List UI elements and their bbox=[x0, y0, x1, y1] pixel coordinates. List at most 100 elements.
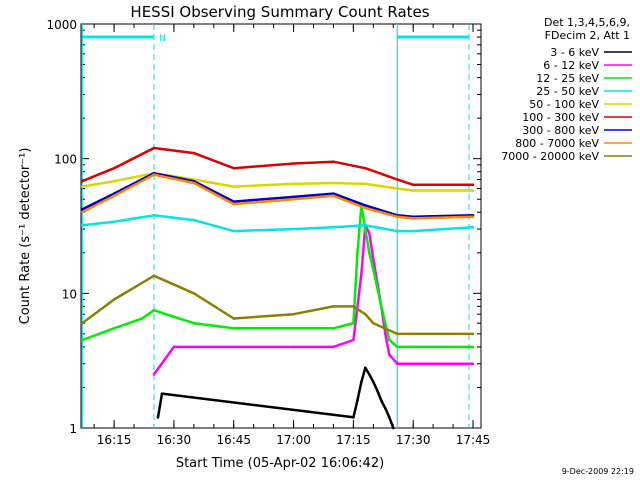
data-point-12-25-kev bbox=[352, 321, 355, 325]
data-point-12-25-kev bbox=[140, 317, 144, 320]
data-point-800-7000-kev bbox=[332, 194, 335, 198]
data-point-12-25-kev bbox=[364, 227, 367, 231]
plot-frame bbox=[80, 23, 482, 429]
series-line-6-12-kev bbox=[152, 224, 473, 376]
data-point-7000-20000-kev bbox=[395, 332, 399, 336]
data-point-25-50-kev bbox=[411, 229, 415, 233]
data-point-7000-20000-kev bbox=[372, 321, 375, 325]
data-point-25-50-kev bbox=[292, 227, 295, 231]
legend-label: 3 - 6 keV bbox=[550, 46, 599, 59]
series-line-3-6-kev bbox=[156, 366, 395, 429]
data-point-25-50-kev bbox=[232, 229, 236, 233]
x-tick-label: 16:45 bbox=[216, 433, 251, 447]
y-tick-label: 100 bbox=[54, 153, 77, 167]
legend-label: 12 - 25 keV bbox=[536, 72, 599, 85]
footer-timestamp: 9-Dec-2009 22:19 bbox=[562, 467, 634, 476]
data-point-3-6-kev bbox=[383, 407, 387, 410]
data-point-7000-20000-kev bbox=[152, 274, 156, 278]
data-point-100-300-kev bbox=[292, 162, 295, 165]
chart-title: HESSI Observing Summary Count Rates bbox=[130, 3, 429, 21]
data-point-25-50-kev bbox=[112, 220, 116, 224]
data-point-12-25-kev bbox=[395, 345, 399, 349]
legend-label: 25 - 50 keV bbox=[536, 85, 599, 98]
legend-header-line-1: Det 1,3,4,5,6,9, bbox=[544, 16, 630, 29]
data-point-100-300-kev bbox=[232, 166, 236, 170]
data-point-300-800-kev bbox=[364, 204, 367, 207]
data-point-100-300-kev bbox=[112, 166, 116, 170]
legend-label: 100 - 300 keV bbox=[522, 111, 599, 124]
y-tick-label: 1000 bbox=[46, 18, 77, 32]
data-point-100-300-kev bbox=[411, 183, 415, 187]
data-point-6-12-kev bbox=[232, 345, 236, 349]
data-point-12-25-kev bbox=[387, 338, 391, 342]
data-point-800-7000-kev bbox=[192, 181, 196, 185]
data-point-800-7000-kev bbox=[395, 215, 399, 219]
data-point-50-100-kev bbox=[395, 187, 399, 190]
data-point-100-300-kev bbox=[395, 178, 399, 181]
data-point-50-100-kev bbox=[112, 179, 116, 183]
data-point-50-100-kev bbox=[332, 181, 335, 185]
data-point-800-7000-kev bbox=[411, 217, 415, 220]
data-point-12-25-kev bbox=[80, 338, 84, 342]
data-point-100-300-kev bbox=[332, 160, 335, 163]
x-tick-label: 17:00 bbox=[276, 433, 311, 447]
series-line-12-25-kev bbox=[81, 204, 473, 349]
data-point-25-50-kev bbox=[192, 218, 196, 222]
data-point-25-50-kev bbox=[364, 224, 367, 227]
data-point-25-50-kev bbox=[332, 225, 335, 229]
data-point-7000-20000-kev bbox=[332, 305, 335, 308]
x-tick-label: 17:15 bbox=[336, 433, 371, 447]
data-point-50-100-kev bbox=[232, 185, 236, 188]
data-point-50-100-kev bbox=[411, 189, 415, 192]
x-tick-label: 17:45 bbox=[456, 433, 491, 447]
data-point-100-300-kev bbox=[471, 183, 475, 187]
legend-label: 7000 - 20000 keV bbox=[501, 150, 599, 163]
data-point-7000-20000-kev bbox=[232, 317, 236, 320]
data-point-3-6-kev bbox=[387, 416, 391, 419]
x-tick-label: 16:30 bbox=[157, 433, 192, 447]
data-point-7000-20000-kev bbox=[192, 292, 196, 295]
data-point-12-25-kev bbox=[292, 326, 295, 330]
flag-label: N bbox=[159, 34, 166, 44]
data-point-7000-20000-kev bbox=[411, 332, 415, 336]
data-point-12-25-kev bbox=[356, 251, 359, 255]
data-point-3-6-kev bbox=[368, 373, 371, 376]
data-point-3-6-kev bbox=[391, 426, 395, 430]
legend-label: 300 - 800 keV bbox=[522, 124, 599, 137]
data-point-6-12-kev bbox=[152, 373, 156, 376]
data-point-12-25-kev bbox=[232, 326, 236, 330]
data-point-6-12-kev bbox=[411, 362, 415, 366]
data-point-7000-20000-kev bbox=[112, 298, 116, 301]
data-point-12-25-kev bbox=[332, 326, 335, 330]
data-point-12-25-kev bbox=[112, 326, 116, 330]
data-point-12-25-kev bbox=[368, 251, 371, 255]
x-tick-label: 17:30 bbox=[396, 433, 431, 447]
data-point-50-100-kev bbox=[364, 182, 367, 186]
data-point-6-12-kev bbox=[471, 362, 475, 366]
data-point-800-7000-kev bbox=[112, 194, 116, 198]
data-point-12-25-kev bbox=[372, 268, 375, 271]
data-point-25-50-kev bbox=[471, 225, 475, 229]
legend-label: 50 - 100 keV bbox=[529, 98, 599, 111]
data-point-3-6-kev bbox=[156, 416, 160, 419]
data-point-50-100-kev bbox=[292, 182, 295, 186]
data-point-50-100-kev bbox=[471, 189, 475, 192]
data-point-12-25-kev bbox=[192, 321, 196, 325]
legend-label: 800 - 7000 keV bbox=[515, 137, 599, 150]
data-point-25-50-kev bbox=[152, 213, 156, 217]
data-point-7000-20000-kev bbox=[292, 312, 295, 316]
data-point-6-12-kev bbox=[395, 362, 399, 366]
data-point-3-6-kev bbox=[379, 399, 383, 402]
y-axis-label: Count Rate (s⁻¹ detector⁻¹) bbox=[18, 148, 33, 325]
data-point-100-300-kev bbox=[364, 166, 367, 170]
data-point-800-7000-kev bbox=[364, 206, 367, 210]
data-point-25-50-kev bbox=[80, 224, 84, 227]
data-point-3-6-kev bbox=[352, 416, 355, 419]
data-point-50-100-kev bbox=[80, 185, 84, 188]
data-point-3-6-kev bbox=[376, 389, 379, 392]
data-point-100-300-kev bbox=[80, 179, 84, 183]
data-point-6-12-kev bbox=[387, 353, 391, 357]
data-point-7000-20000-kev bbox=[471, 332, 475, 336]
